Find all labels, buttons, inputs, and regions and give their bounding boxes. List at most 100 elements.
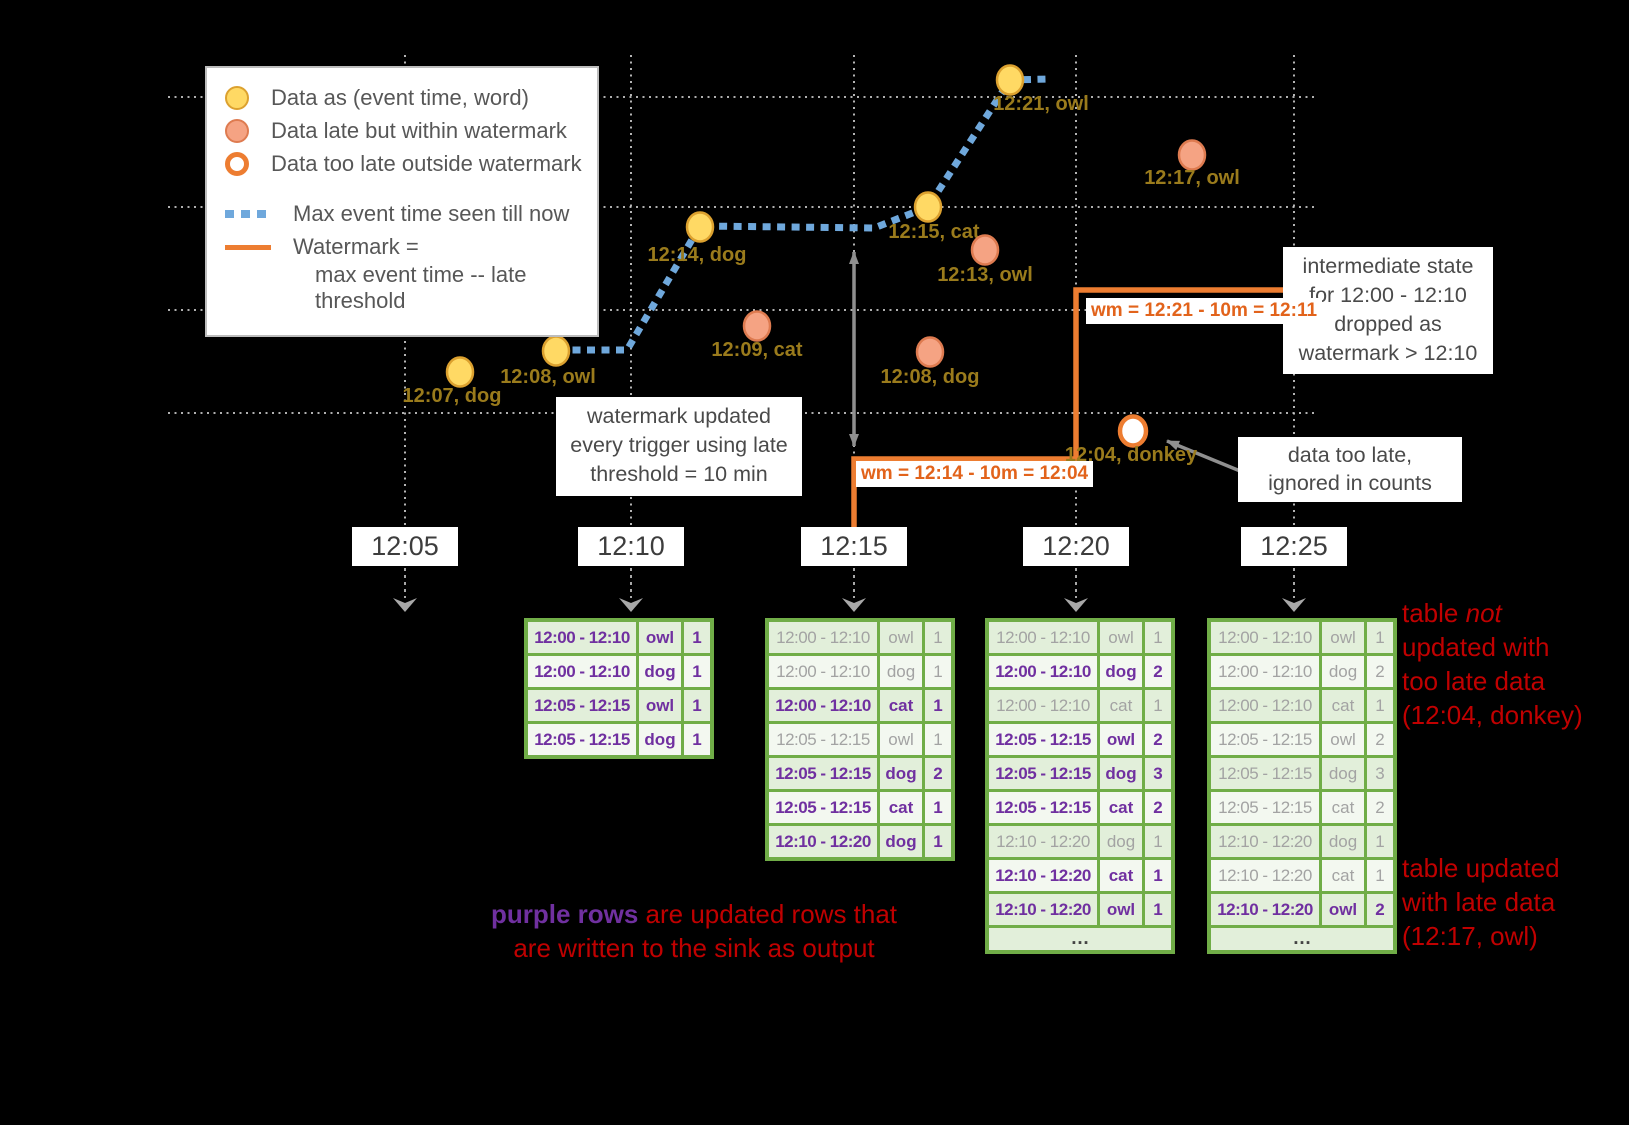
data-point-label: 12:09, cat <box>711 339 803 361</box>
legend-items: Data as (event time, word) Data late but … <box>225 85 597 314</box>
cell-count: 1 <box>922 687 955 724</box>
time-label-12:25: 12:25 <box>1241 527 1347 566</box>
cell-window: 12:05 - 12:15 <box>1207 721 1322 758</box>
cell-count: 3 <box>1364 755 1397 792</box>
cell-count: 1 <box>1142 823 1175 860</box>
cell-count: 2 <box>1364 653 1397 690</box>
down-arrow-icon <box>1282 598 1306 612</box>
table-row: 12:00 - 12:10 owl 1 <box>1207 618 1397 656</box>
cell-count: 1 <box>1364 618 1397 656</box>
down-arrow-icon <box>619 598 643 612</box>
cell-count: 1 <box>1364 687 1397 724</box>
cell-word: dog <box>1097 823 1145 860</box>
cell-word: dog <box>636 721 684 759</box>
cell-word: dog <box>636 653 684 690</box>
data-point-label: 12:14, dog <box>648 244 747 266</box>
table-row: 12:00 - 12:10 dog 2 <box>1207 653 1397 690</box>
cell-count: 2 <box>1364 891 1397 928</box>
cell-window: 12:00 - 12:10 <box>524 618 639 656</box>
watermark-value-label-2: wm = 12:21 - 10m = 12:11 <box>1086 298 1323 324</box>
table-row: 12:00 - 12:10 cat 1 <box>765 687 955 724</box>
cell-window: 12:05 - 12:15 <box>765 721 880 758</box>
annotation-line: threshold = 10 min <box>590 462 768 486</box>
note-line: table updated <box>1402 853 1560 883</box>
table-row-ellipsis: … <box>985 925 1175 954</box>
table-row-ellipsis: … <box>1207 925 1397 954</box>
table-row: 12:05 - 12:15 owl 2 <box>985 721 1175 758</box>
cell-window: 12:05 - 12:15 <box>985 755 1100 792</box>
cell-window: 12:05 - 12:15 <box>524 721 639 759</box>
annotation-line: watermark updated <box>586 404 772 428</box>
cell-word: cat <box>1319 857 1367 894</box>
down-arrow-icon <box>842 598 866 612</box>
circle-hollow-icon <box>225 152 249 176</box>
cell-count: 1 <box>1142 618 1175 656</box>
cell-window: 12:00 - 12:10 <box>524 653 639 690</box>
cell-window: 12:05 - 12:15 <box>524 687 639 724</box>
annotation-line: intermediate state <box>1302 254 1474 278</box>
cell-window: 12:00 - 12:10 <box>1207 618 1322 656</box>
cell-count: 3 <box>1142 755 1175 792</box>
note-purple-rows: purple rows are updated rows that are wr… <box>448 897 940 965</box>
table-row: 12:10 - 12:20 cat 1 <box>985 857 1175 894</box>
table-row: 12:05 - 12:15 dog 2 <box>765 755 955 792</box>
cell-word: owl <box>1319 891 1367 928</box>
table-row: 12:05 - 12:15 cat 2 <box>1207 789 1397 826</box>
cell-window: 12:10 - 12:20 <box>765 823 880 861</box>
cell-count: 1 <box>922 823 955 861</box>
table-row: 12:00 - 12:10 dog 1 <box>765 653 955 690</box>
cell-word: cat <box>877 789 925 826</box>
cell-count: 1 <box>681 653 714 690</box>
cell-word: owl <box>877 721 925 758</box>
result-table-12:20: 12:00 - 12:10 owl 1 12:00 - 12:10 dog 2 12:00 … <box>985 618 1175 954</box>
cell-word: dog <box>877 755 925 792</box>
cell-count: 1 <box>1364 857 1397 894</box>
cell-word: owl <box>636 687 684 724</box>
note-line: are written to the sink as output <box>513 933 875 963</box>
result-table-12:10: 12:00 - 12:10 owl 1 12:00 - 12:10 dog 1 12:05 … <box>524 618 714 759</box>
data-point-label: 12:08, owl <box>500 366 596 388</box>
data-point-label: 12:13, owl <box>937 264 1033 286</box>
cell-count: 2 <box>1142 721 1175 758</box>
cell-word: dog <box>877 653 925 690</box>
note-line: (12:17, owl) <box>1402 921 1538 951</box>
line-blue-dotted-icon <box>225 210 271 218</box>
circle-salmon-icon <box>225 119 249 143</box>
annotation-data-too-late: data too late, ignored in counts <box>1238 437 1462 502</box>
table-row: 12:05 - 12:15 owl 2 <box>1207 721 1397 758</box>
cell-word: cat <box>877 687 925 724</box>
data-point-label: 12:04, donkey <box>1065 444 1198 466</box>
circle-yellow-icon <box>225 86 249 110</box>
table-row: 12:00 - 12:10 dog 1 <box>524 653 714 690</box>
data-point-on-time <box>913 191 943 223</box>
annotation-line: for 12:00 - 12:10 <box>1309 283 1467 307</box>
time-label-12:20: 12:20 <box>1023 527 1129 566</box>
legend-label: Max event time seen till now <box>293 201 570 226</box>
note-table-not-updated: table not updated with too late data (12… <box>1402 596 1583 732</box>
cell-word: cat <box>1097 857 1145 894</box>
cell-count: 1 <box>1142 891 1175 928</box>
table-row: 12:10 - 12:20 dog 1 <box>985 823 1175 860</box>
cell-count: 1 <box>922 618 955 656</box>
table-row: 12:00 - 12:10 owl 1 <box>985 618 1175 656</box>
cell-window: 12:05 - 12:15 <box>985 789 1100 826</box>
table-row: 12:00 - 12:10 cat 1 <box>1207 687 1397 724</box>
cell-window: 12:05 - 12:15 <box>765 789 880 826</box>
legend: Data as (event time, word) Data late but … <box>205 66 599 337</box>
cell-window: 12:05 - 12:15 <box>985 721 1100 758</box>
cell-window: 12:00 - 12:10 <box>765 687 880 724</box>
down-arrow-icon <box>1064 598 1088 612</box>
note-line: with late data <box>1402 887 1556 917</box>
cell-window: 12:00 - 12:10 <box>765 618 880 656</box>
data-point-label: 12:07, dog <box>403 385 502 407</box>
cell-ellipsis: … <box>1207 925 1397 954</box>
note-table-updated-late: table updated with late data (12:17, owl… <box>1402 851 1560 953</box>
cell-count: 2 <box>1142 653 1175 690</box>
cell-count: 1 <box>681 721 714 759</box>
cell-word: dog <box>1097 653 1145 690</box>
cell-count: 1 <box>922 721 955 758</box>
table-row: 12:10 - 12:20 dog 1 <box>765 823 955 861</box>
annotation-line: every trigger using late <box>570 433 788 457</box>
cell-window: 12:00 - 12:10 <box>985 653 1100 690</box>
cell-count: 1 <box>922 653 955 690</box>
